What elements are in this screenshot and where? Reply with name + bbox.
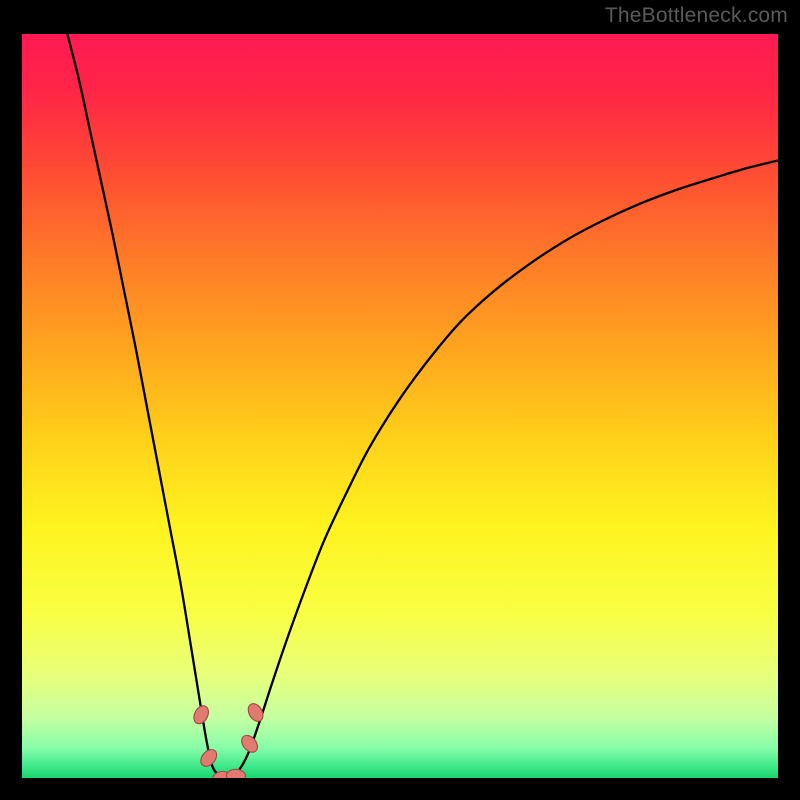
watermark-label: TheBottleneck.com <box>605 4 788 28</box>
plot-gradient-background <box>22 34 778 778</box>
bottleneck-chart <box>0 0 800 800</box>
